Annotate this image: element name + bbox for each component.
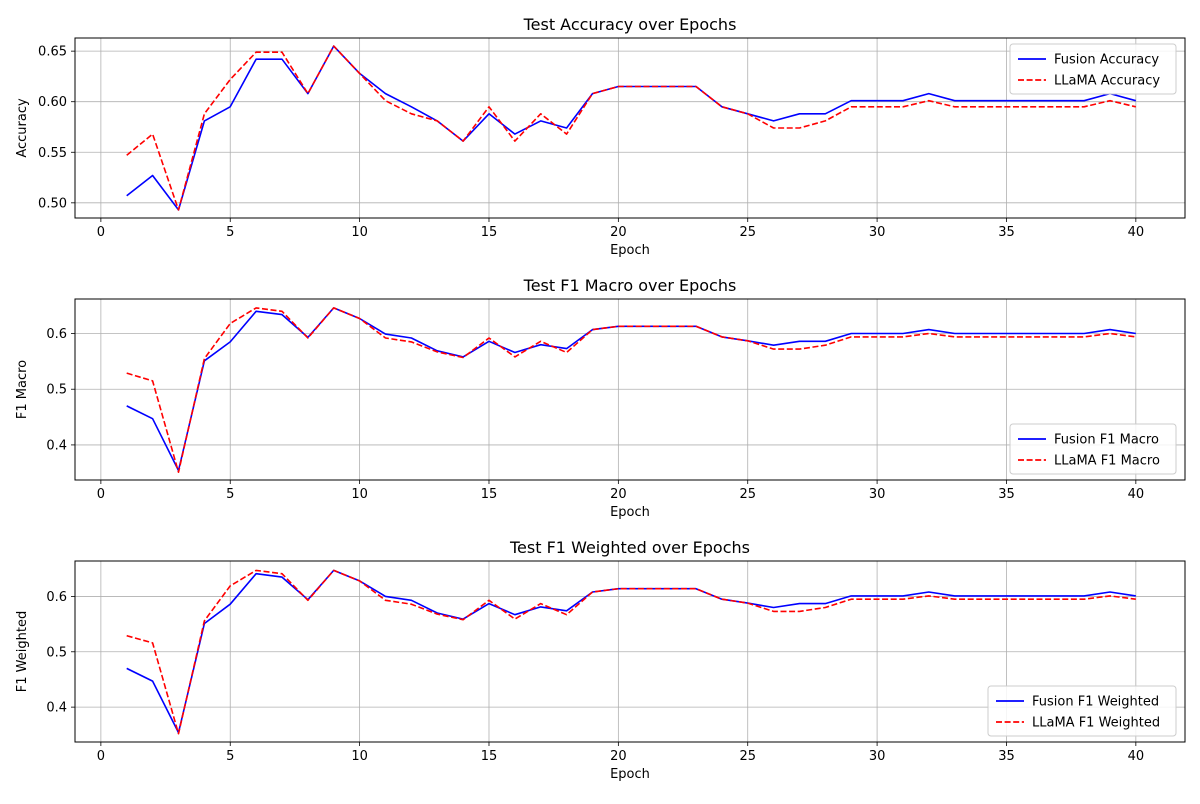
legend-label: Fusion F1 Macro [1054,433,1159,448]
y-tick-label: 0.4 [46,701,67,716]
x-tick-label: 0 [97,749,105,764]
legend-label: LLaMA F1 Weighted [1032,716,1160,731]
series-line-fusion [127,46,1136,210]
x-axis-label: Epoch [610,767,650,782]
legend-label: LLaMA Accuracy [1054,74,1160,89]
x-tick-label: 35 [998,225,1015,240]
y-tick-label: 0.50 [38,196,67,211]
x-tick-label: 35 [998,749,1015,764]
legend: Fusion F1 Macro LLaMA F1 Macro [1010,424,1176,474]
x-tick-label: 30 [869,487,886,502]
y-tick-label: 0.5 [46,383,67,398]
x-tick-label: 20 [610,749,627,764]
x-axis-label: Epoch [610,243,650,258]
legend-label: LLaMA F1 Macro [1054,454,1160,469]
chart-panel-3: 0 5 10 15 20 25 30 35 40 0.4 0.5 0.6 Test F1 Weighte… [15,538,1185,782]
series-line-llama [127,46,1136,210]
y-axis-label: Accuracy [15,98,30,158]
y-tick-label: 0.6 [46,590,67,605]
chart-title: Test F1 Weighted over Epochs [509,538,750,557]
chart-title: Test F1 Macro over Epochs [523,276,737,295]
legend-label: Fusion Accuracy [1054,53,1159,68]
x-tick-label: 0 [97,225,105,240]
x-tick-label: 30 [869,225,886,240]
series-line-llama [127,308,1136,472]
x-tick-label: 5 [226,487,234,502]
x-tick-label: 15 [481,487,498,502]
x-tick-label: 5 [226,225,234,240]
x-tick-label: 20 [610,225,627,240]
y-axis-label: F1 Macro [15,360,30,419]
chart-panel-1: 0 5 10 15 20 25 30 35 40 0.50 0.55 0.60 0.65 Test Acc… [15,15,1185,258]
y-tick-label: 0.4 [46,438,67,453]
legend: Fusion F1 Weighted LLaMA F1 Weighted [988,686,1176,736]
x-tick-label: 15 [481,225,498,240]
y-tick-label: 0.6 [46,327,67,342]
x-tick-label: 10 [351,487,368,502]
y-axis-label: F1 Weighted [15,611,30,692]
x-tick-label: 40 [1128,225,1145,240]
x-tick-label: 40 [1128,487,1145,502]
x-axis-label: Epoch [610,505,650,520]
x-tick-label: 10 [351,225,368,240]
x-tick-label: 0 [97,487,105,502]
x-tick-label: 25 [739,487,756,502]
y-tick-label: 0.65 [38,45,67,60]
chart-panel-2: 0 5 10 15 20 25 30 35 40 0.4 0.5 0.6 Test F1 Macro o… [15,276,1185,520]
x-tick-label: 30 [869,749,886,764]
x-tick-label: 20 [610,487,627,502]
chart-title: Test Accuracy over Epochs [523,15,737,34]
x-tick-label: 25 [739,225,756,240]
y-tick-label: 0.60 [38,95,67,110]
y-tick-label: 0.5 [46,645,67,660]
x-tick-label: 10 [351,749,368,764]
x-tick-label: 40 [1128,749,1145,764]
x-tick-label: 15 [481,749,498,764]
legend-label: Fusion F1 Weighted [1032,695,1159,710]
legend: Fusion Accuracy LLaMA Accuracy [1010,44,1176,94]
x-tick-label: 35 [998,487,1015,502]
y-tick-label: 0.55 [38,146,67,161]
x-tick-label: 25 [739,749,756,764]
x-tick-label: 5 [226,749,234,764]
